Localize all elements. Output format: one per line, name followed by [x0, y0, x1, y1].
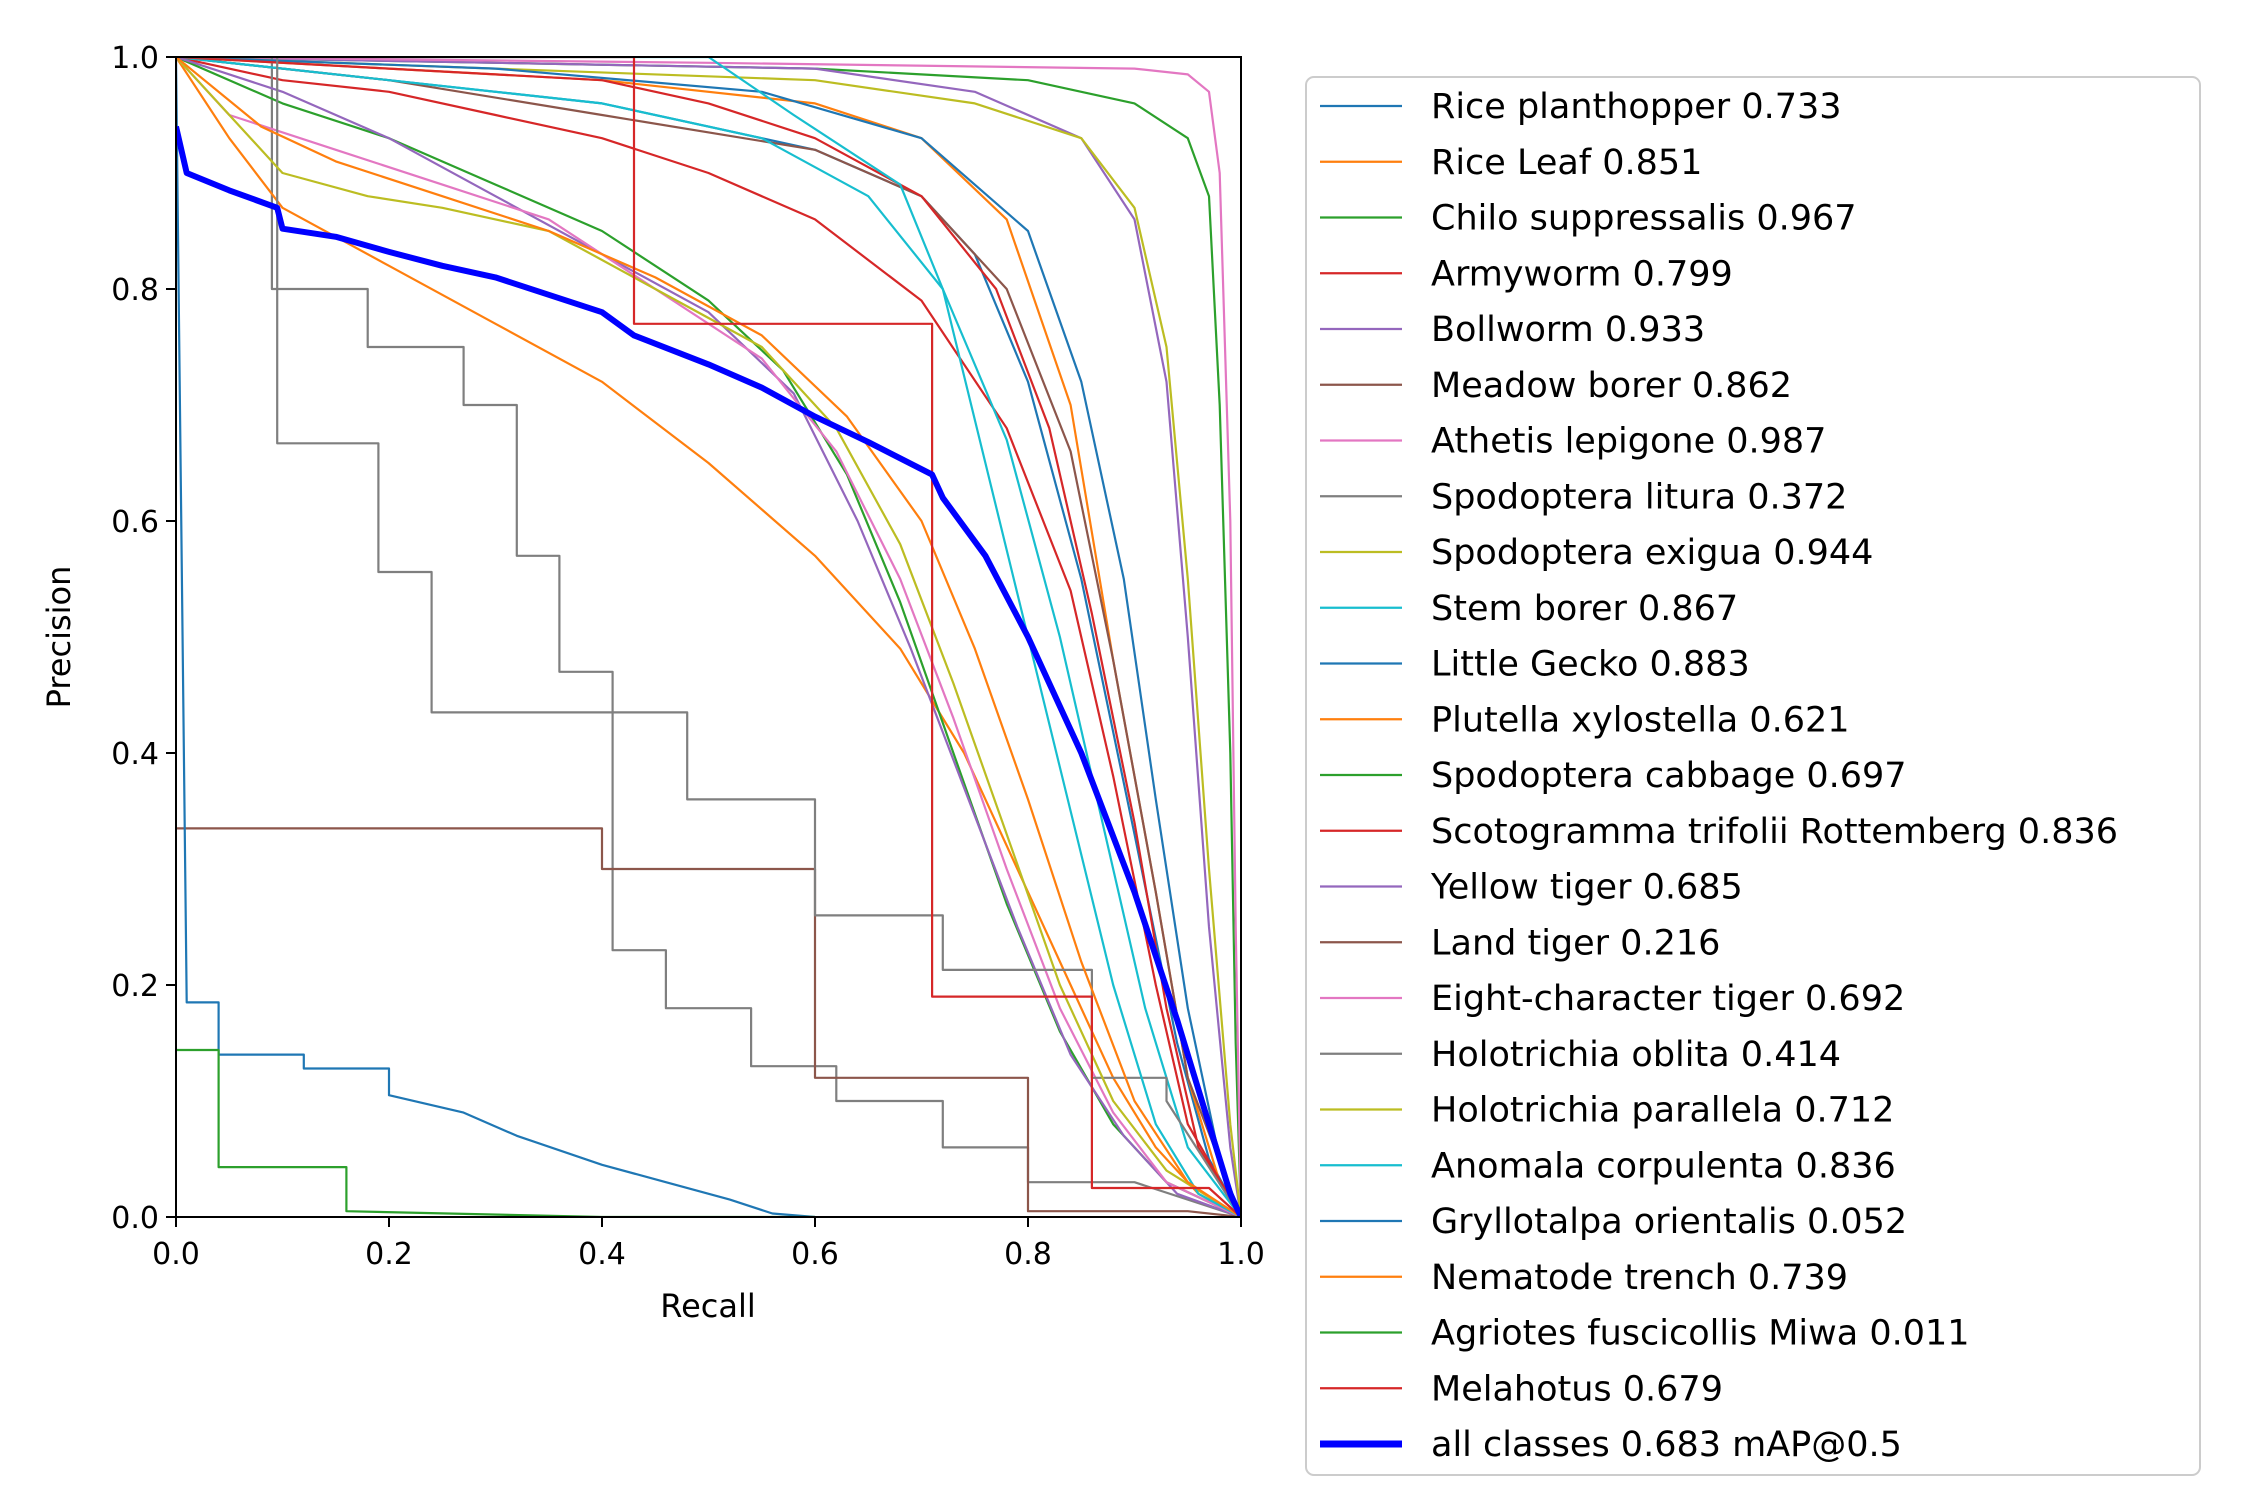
series-line-22 [176, 1048, 815, 1217]
legend-label-19: Anomala corpulenta 0.836 [1431, 1146, 1896, 1186]
x-tick-label: 0.0 [152, 1237, 200, 1272]
legend-label-6: Athetis lepigone 0.987 [1431, 422, 1826, 462]
legend-frame [1305, 76, 2201, 1476]
series-line-21 [176, 57, 1241, 1217]
y-axis: 0.0 0.2 0.4 0.6 0.8 1.0 [111, 41, 176, 1236]
series-line-15 [176, 827, 1241, 1217]
x-tick-label: 0.8 [1004, 1237, 1052, 1272]
x-tick-label: 0.2 [365, 1237, 413, 1272]
series-line-6 [176, 57, 1241, 1217]
legend-label-16: Eight-character tiger 0.692 [1431, 979, 1905, 1019]
legend-label-1: Rice Leaf 0.851 [1431, 143, 1702, 183]
legend-label-20: Gryllotalpa orientalis 0.052 [1431, 1202, 1907, 1242]
y-tick-label: 0.0 [111, 1201, 159, 1236]
legend: Rice planthopper 0.733 Rice Leaf 0.851 Chi… [1305, 76, 2201, 1476]
series-line-19 [176, 57, 1241, 1217]
legend-label-3: Armyworm 0.799 [1431, 254, 1733, 294]
legend-label-0: Rice planthopper 0.733 [1431, 87, 1842, 127]
x-tick-label: 0.4 [578, 1237, 626, 1272]
y-tick-label: 0.8 [111, 273, 159, 308]
legend-label-24: all classes 0.683 mAP@0.5 [1431, 1425, 1902, 1465]
y-tick-label: 0.4 [111, 737, 159, 772]
series-line-8 [176, 57, 1241, 1217]
series-line-4 [176, 57, 1241, 1217]
legend-label-9: Stem borer 0.867 [1431, 589, 1738, 629]
legend-label-12: Spodoptera cabbage 0.697 [1431, 756, 1907, 796]
legend-label-21: Nematode trench 0.739 [1431, 1258, 1848, 1298]
x-tick-label: 1.0 [1217, 1237, 1265, 1272]
legend-label-23: Melahotus 0.679 [1431, 1369, 1723, 1409]
legend-label-2: Chilo suppressalis 0.967 [1431, 199, 1857, 239]
series-line-20 [176, 57, 816, 1217]
series-line-5 [176, 57, 1241, 1217]
x-axis-label: Recall [660, 1287, 755, 1325]
legend-label-10: Little Gecko 0.883 [1431, 645, 1750, 685]
legend-label-22: Agriotes fuscicollis Miwa 0.011 [1431, 1314, 1970, 1354]
series-line-23 [176, 57, 1241, 1217]
legend-label-7: Spodoptera litura 0.372 [1431, 477, 1847, 517]
legend-label-14: Yellow tiger 0.685 [1430, 868, 1743, 908]
legend-label-13: Scotogramma trifolii Rottemberg 0.836 [1431, 812, 2118, 852]
series-line-13 [176, 57, 1241, 1217]
legend-label-4: Bollworm 0.933 [1431, 310, 1705, 350]
series-layer [176, 57, 1241, 1217]
legend-label-11: Plutella xylostella 0.621 [1431, 700, 1850, 740]
legend-label-18: Holotrichia parallela 0.712 [1431, 1091, 1894, 1131]
series-line-3 [176, 57, 1241, 1217]
series-line-17 [176, 57, 1241, 1217]
x-axis: 0.0 0.2 0.4 0.6 0.8 1.0 [152, 1217, 1265, 1272]
legend-label-15: Land tiger 0.216 [1431, 923, 1720, 963]
plot-frame [175, 56, 1242, 1218]
series-line-10 [176, 57, 1241, 1217]
series-line-7 [176, 57, 1241, 1217]
legend-label-5: Meadow borer 0.862 [1431, 366, 1792, 406]
y-tick-label: 0.2 [111, 969, 159, 1004]
legend-label-8: Spodoptera exigua 0.944 [1431, 533, 1873, 573]
x-tick-label: 0.6 [791, 1237, 839, 1272]
y-tick-label: 0.6 [111, 505, 159, 540]
series-line-24 [176, 125, 1241, 1217]
series-line-18 [176, 57, 1241, 1217]
series-line-14 [176, 57, 1241, 1217]
y-axis-label: Precision [40, 566, 78, 709]
y-tick-label: 1.0 [111, 41, 159, 76]
series-line-9 [176, 57, 1241, 1217]
legend-label-17: Holotrichia oblita 0.414 [1431, 1035, 1841, 1075]
